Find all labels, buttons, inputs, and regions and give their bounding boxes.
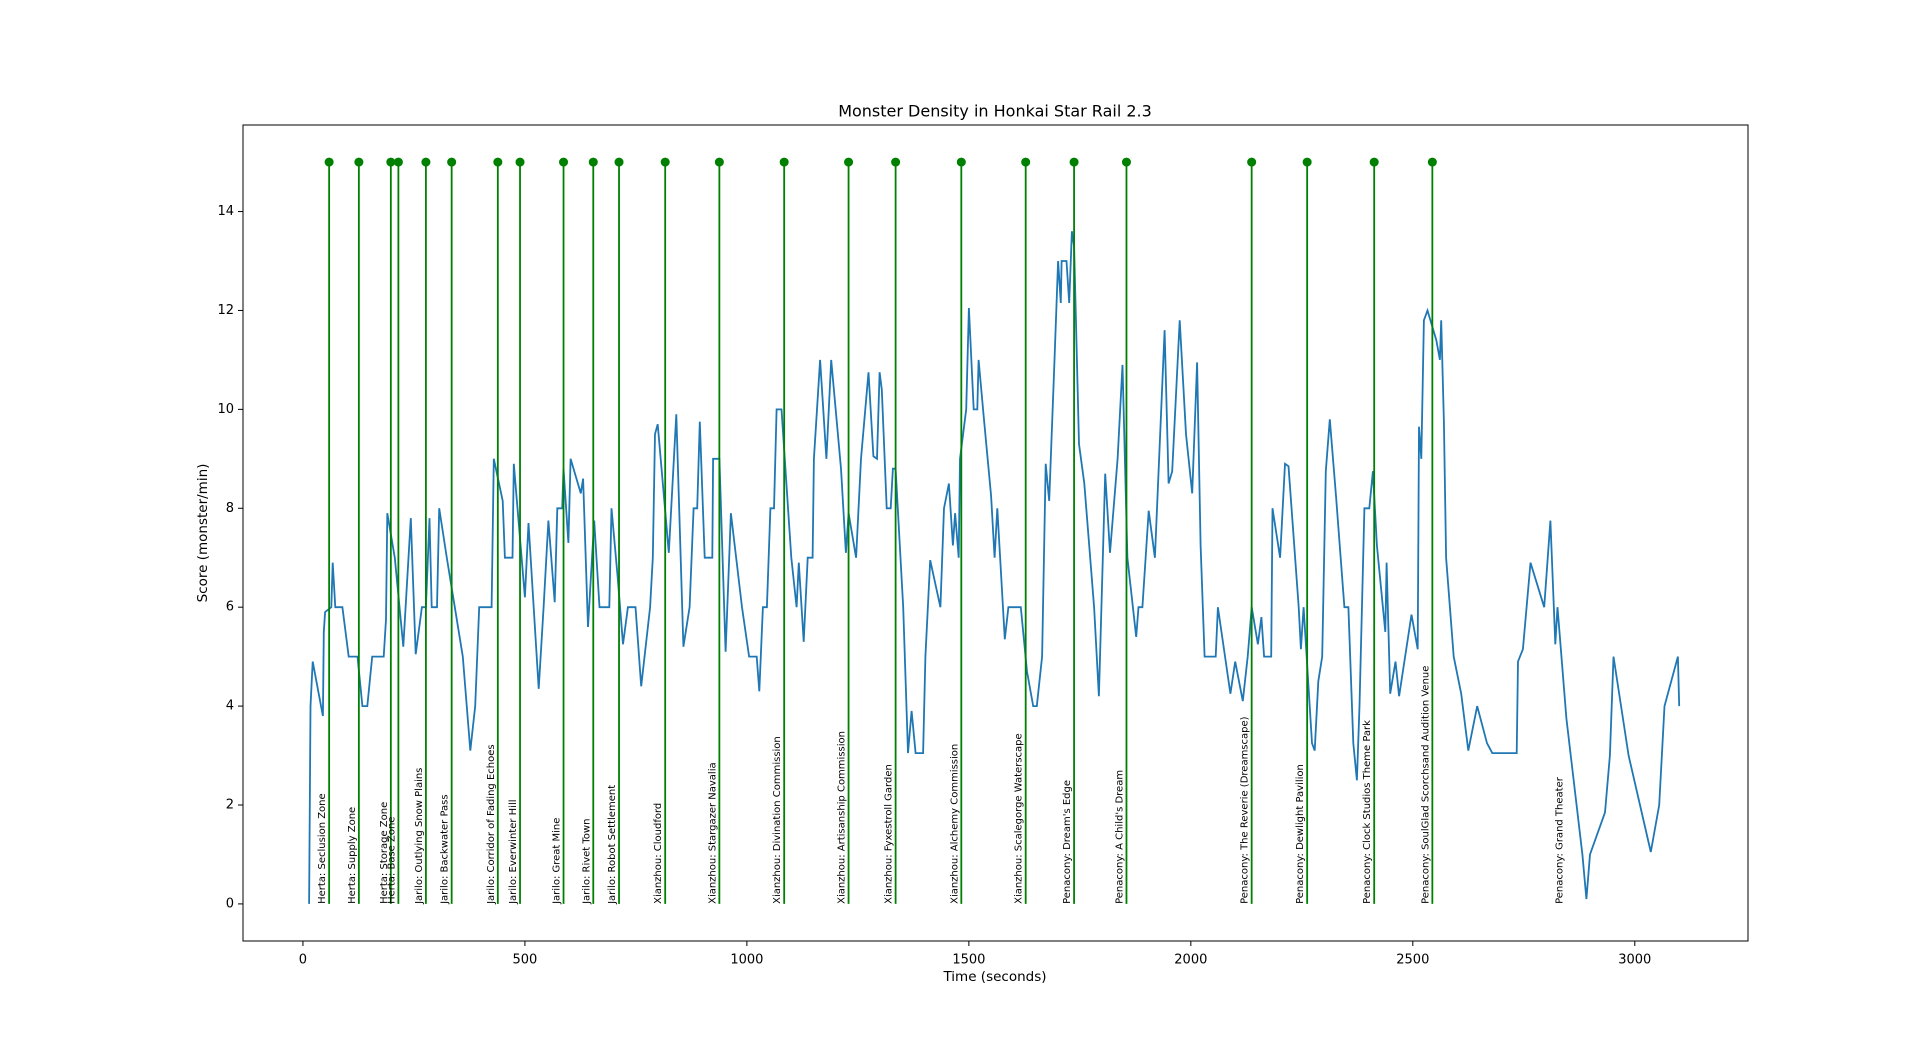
y-tick-label: 8	[226, 501, 234, 516]
zone-marker	[660, 157, 670, 167]
zone-label: Herta: Storage Zone	[379, 802, 390, 904]
zone-label: Jarilo: Robot Settlement	[607, 785, 618, 905]
x-tick-label: 2500	[1396, 953, 1429, 968]
zone-marker	[1369, 157, 1379, 167]
data-line	[308, 231, 1681, 904]
zone-label: Herta: Base Zone	[386, 817, 397, 904]
zone-label: Xianzhou: Divination Commission	[772, 736, 783, 904]
zone-marker	[891, 157, 901, 167]
zone-label: Jarilo: Everwinter Hill	[508, 799, 519, 904]
x-tick-label: 0	[299, 953, 307, 968]
zone-marker	[588, 157, 598, 167]
zone-marker	[493, 157, 503, 167]
y-tick-label: 10	[217, 402, 234, 417]
chart-title: Monster Density in Honkai Star Rail 2.3	[838, 102, 1152, 121]
x-tick-label: 500	[512, 953, 537, 968]
zone-label: Penacony: Clock Studios Theme Park	[1362, 720, 1373, 904]
zone-marker	[354, 157, 364, 167]
zone-marker	[393, 157, 403, 167]
zone-marker	[844, 157, 854, 167]
zone-marker	[447, 157, 457, 167]
zone-marker	[1247, 157, 1257, 167]
y-tick-label: 2	[226, 798, 234, 813]
zone-label: Jarilo: Corridor of Fading Echoes	[486, 744, 497, 905]
x-tick-label: 2000	[1174, 953, 1207, 968]
zone-marker	[1069, 157, 1079, 167]
zone-marker	[421, 157, 431, 167]
zone-label: Jarilo: Rivet Town	[581, 819, 592, 905]
zone-label: Penacony: Grand Theater	[1554, 776, 1565, 904]
y-tick-label: 12	[217, 303, 234, 318]
zone-marker	[1302, 157, 1312, 167]
zone-marker	[515, 157, 525, 167]
zone-label: Jarilo: Backwater Pass	[440, 794, 451, 905]
zone-label: Jarilo: Great Mine	[552, 818, 563, 905]
zone-marker	[956, 157, 966, 167]
zone-marker	[559, 157, 569, 167]
zone-marker	[324, 157, 334, 167]
zone-marker	[1021, 157, 1031, 167]
zone-label: Herta: Seclusion Zone	[317, 793, 328, 904]
zone-label: Penacony: Dewlight Pavilion	[1295, 764, 1306, 904]
zone-label: Xianzhou: Artisanship Commission	[837, 731, 848, 904]
zone-marker	[714, 157, 724, 167]
plot-frame	[242, 124, 1749, 942]
x-tick-label: 3000	[1618, 953, 1651, 968]
zone-label: Jarilo: Outlying Snow Plains	[414, 768, 425, 905]
zone-label: Penacony: SoulGlad Scorchsand Audition V…	[1420, 666, 1431, 904]
zone-label: Xianzhou: Alchemy Commission	[949, 744, 960, 904]
zone-marker	[1427, 157, 1437, 167]
zone-label: Xianzhou: Cloudford	[653, 803, 664, 904]
x-tick-label: 1000	[730, 953, 763, 968]
zone-marker	[1121, 157, 1131, 167]
zone-label: Xianzhou: Stargazer Navalia	[707, 762, 718, 904]
y-tick-label: 0	[226, 896, 234, 911]
zone-marker	[386, 157, 396, 167]
x-tick-label: 1500	[952, 953, 985, 968]
zone-label: Xianzhou: Scalegorge Waterscape	[1014, 733, 1025, 904]
y-tick-label: 6	[226, 600, 234, 615]
zone-marker	[779, 157, 789, 167]
y-axis-label: Score (monster/min)	[195, 464, 211, 603]
zone-marker	[614, 157, 624, 167]
zone-label: Penacony: A Child's Dream	[1114, 770, 1125, 904]
zone-label: Penacony: The Reverie (Dreamscape)	[1240, 716, 1251, 904]
zone-label: Herta: Supply Zone	[347, 807, 358, 904]
x-axis-label: Time (seconds)	[942, 969, 1046, 985]
y-tick-label: 14	[217, 204, 234, 219]
y-tick-label: 4	[226, 699, 234, 714]
zone-label: Penacony: Dream's Edge	[1062, 780, 1073, 904]
zone-label: Xianzhou: Fyxestroll Garden	[884, 764, 895, 904]
